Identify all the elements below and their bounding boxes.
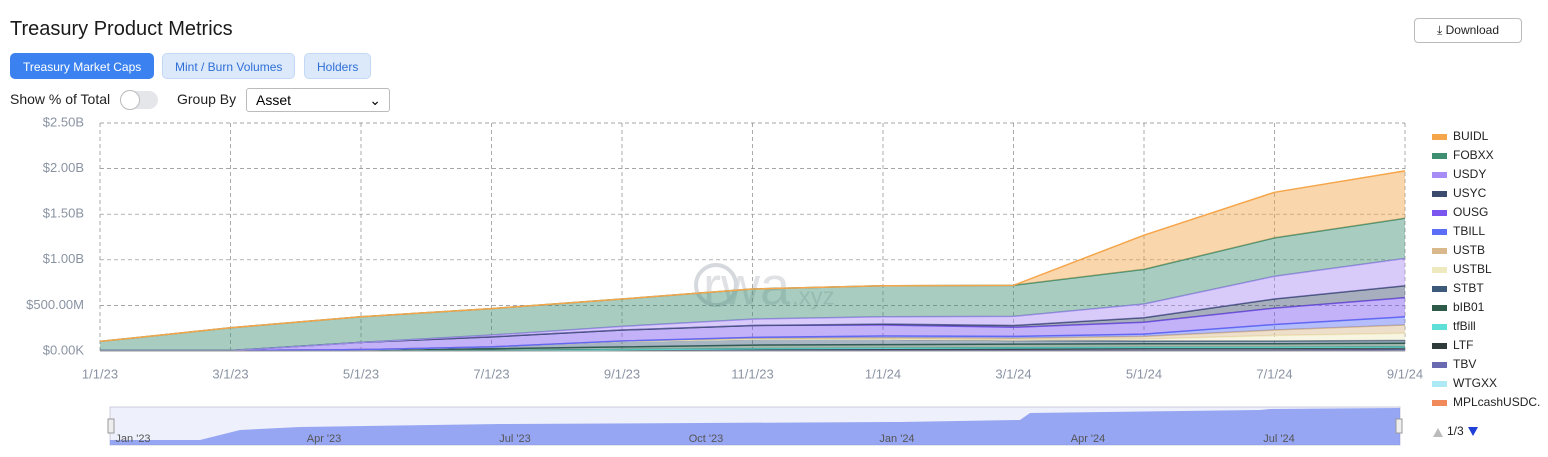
y-tick-label: $2.50B	[43, 114, 84, 129]
legend-label: BUIDL	[1453, 129, 1489, 143]
toggle-label: Show % of Total	[10, 91, 111, 107]
navigator-handle[interactable]	[107, 418, 115, 434]
area	[100, 170, 1405, 342]
navigator-label: Apr '24	[1071, 433, 1106, 445]
area-line	[99, 170, 1406, 343]
legend-label: STBT	[1453, 281, 1484, 295]
tab[interactable]: Holders	[304, 53, 372, 79]
x-tick-label: 1/1/24	[865, 366, 901, 381]
navigator-label: Jul '24	[1263, 433, 1294, 445]
legend-swatch	[1432, 400, 1447, 406]
x-tick-label: 9/1/23	[604, 366, 640, 381]
x-tick-label: 7/1/24	[1256, 366, 1292, 381]
navigator-label: Jan '24	[879, 433, 914, 445]
legend-label: LTF	[1453, 338, 1473, 352]
legend-swatch	[1432, 248, 1447, 254]
download-label: Download	[1445, 23, 1499, 37]
area-line	[100, 257, 1406, 352]
tab[interactable]: Treasury Market Caps	[10, 53, 155, 79]
legend-swatch	[1432, 153, 1447, 159]
navigator-label: Apr '23	[307, 433, 342, 445]
select-value: Asset	[256, 92, 292, 108]
legend-label: OUSG	[1453, 205, 1488, 219]
navigator-label: Jan '23	[115, 433, 150, 445]
legend-label: TBILL	[1453, 224, 1485, 238]
x-tick-label: 7/1/23	[473, 366, 509, 381]
area	[100, 218, 1405, 351]
legend-page: 1/3	[1447, 424, 1464, 438]
group-label: Group By	[177, 91, 237, 107]
legend-swatch	[1432, 210, 1447, 216]
legend-swatch	[1432, 286, 1447, 292]
legend-next	[1468, 427, 1478, 436]
legend-swatch	[1432, 305, 1447, 311]
area	[100, 343, 1405, 351]
legend-label: USTBL	[1453, 262, 1492, 276]
legend-label: bIB01	[1453, 300, 1485, 314]
area	[100, 339, 1405, 351]
legend-label: MPLcashUSDC.	[1453, 395, 1540, 409]
legend-label: WTGXX	[1453, 376, 1497, 390]
download-icon: ⤓	[1436, 23, 1446, 37]
legend-swatch	[1432, 343, 1447, 349]
group-select[interactable]: Asset ⌄	[246, 88, 390, 112]
x-tick-label: 1/1/23	[82, 366, 118, 381]
legend-swatch	[1432, 362, 1447, 368]
page-title: Treasury Product Metrics	[10, 18, 233, 40]
legend-swatch	[1432, 191, 1447, 197]
y-tick-label: $2.00B	[43, 160, 84, 175]
y-tick-label: $1.50B	[43, 206, 84, 221]
legend-swatch	[1432, 267, 1447, 273]
area	[100, 325, 1405, 351]
area	[100, 297, 1405, 351]
legend-label: tfBill	[1453, 319, 1476, 333]
x-tick-label: 3/1/24	[995, 366, 1031, 381]
area-line	[100, 316, 1406, 352]
legend-swatch	[1432, 324, 1447, 330]
tab[interactable]: Mint / Burn Volumes	[162, 53, 296, 79]
toggle-knob	[120, 90, 140, 110]
legend-label: USTB	[1453, 243, 1485, 257]
navigator-label: Oct '23	[689, 433, 724, 445]
legend-swatch	[1432, 172, 1447, 178]
toggle[interactable]	[120, 90, 158, 110]
navigator-area	[110, 408, 1400, 445]
x-tick-label: 9/1/24	[1387, 366, 1423, 381]
x-tick-label: 11/1/23	[731, 366, 773, 381]
legend-prev	[1433, 428, 1443, 437]
legend-swatch	[1432, 381, 1447, 387]
legend-swatch	[1432, 134, 1447, 140]
y-tick-label: $0.00K	[43, 342, 85, 357]
chevron: ⌄	[369, 92, 381, 108]
navigator-label: Jul '23	[499, 433, 530, 445]
x-tick-label: 3/1/23	[212, 366, 248, 381]
x-tick-label: 5/1/23	[343, 366, 379, 381]
legend-label: TBV	[1453, 357, 1476, 371]
y-tick-label: $1.00B	[43, 251, 84, 266]
x-tick-label: 5/1/24	[1126, 366, 1162, 381]
navigator-handle[interactable]	[1395, 418, 1403, 434]
legend-swatch	[1432, 229, 1447, 235]
legend-label: USDY	[1453, 167, 1486, 181]
legend-label: FOBXX	[1453, 148, 1494, 162]
watermark-globe	[694, 263, 738, 307]
legend-label: USYC	[1453, 186, 1487, 200]
y-tick-label: $500.00M	[26, 297, 84, 312]
download-button[interactable]: ⤓ Download	[1414, 18, 1522, 43]
